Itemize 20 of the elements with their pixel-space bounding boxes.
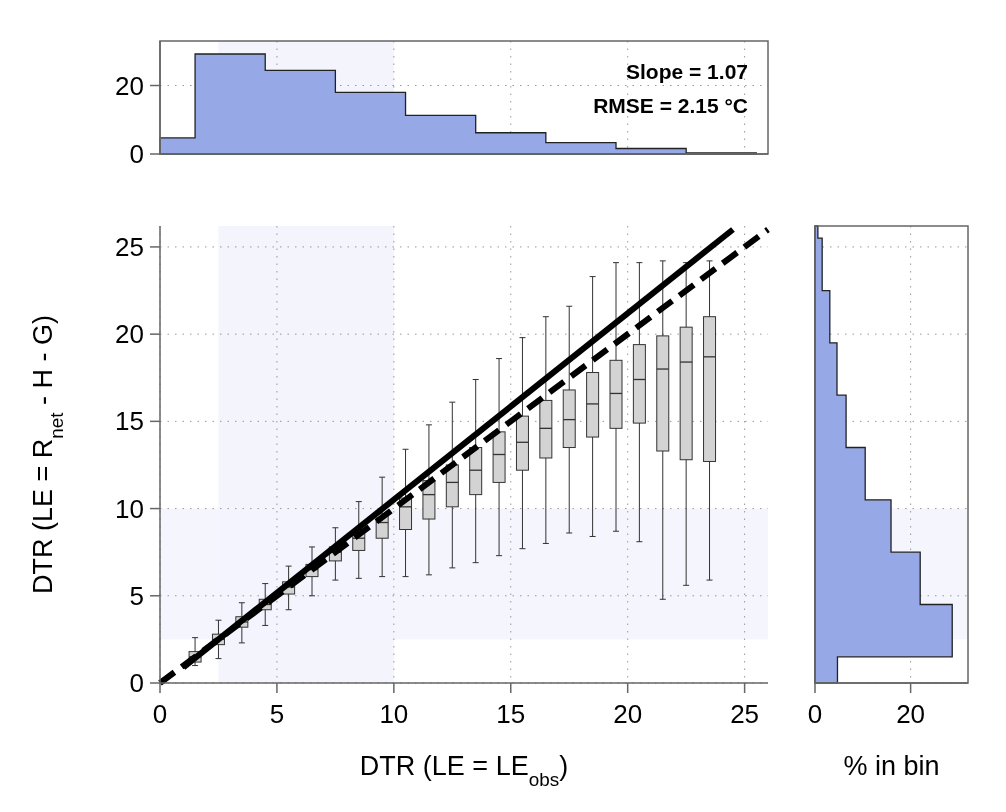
x-axis-title: % in bin [843, 751, 940, 781]
y-tick-label: 25 [115, 232, 144, 263]
y-tick-label: 20 [115, 319, 144, 350]
y-tick-label: 20 [115, 70, 144, 101]
x-tick-label: 0 [152, 699, 168, 729]
x-tick-label: 10 [379, 699, 409, 729]
y-tick-label: 5 [129, 580, 144, 611]
x-tick-label: 0 [807, 699, 823, 729]
y-tick-label: 10 [115, 493, 144, 524]
x-axis-title: DTR (LE = LE$_{obs}$) [359, 751, 569, 790]
annotation: Slope = 1.07 [626, 60, 748, 83]
y-tick-label: 15 [115, 406, 144, 437]
x-tick-label: 15 [496, 699, 526, 729]
y-tick-label: 0 [129, 668, 144, 699]
y-tick-label: 0 [129, 139, 144, 170]
x-tick-label: 25 [730, 699, 760, 729]
x-tick-label: 20 [896, 699, 926, 729]
annotation: RMSE = 2.15 °C [593, 94, 748, 117]
x-tick-label: 20 [613, 699, 643, 729]
x-tick-label: 5 [269, 699, 285, 729]
